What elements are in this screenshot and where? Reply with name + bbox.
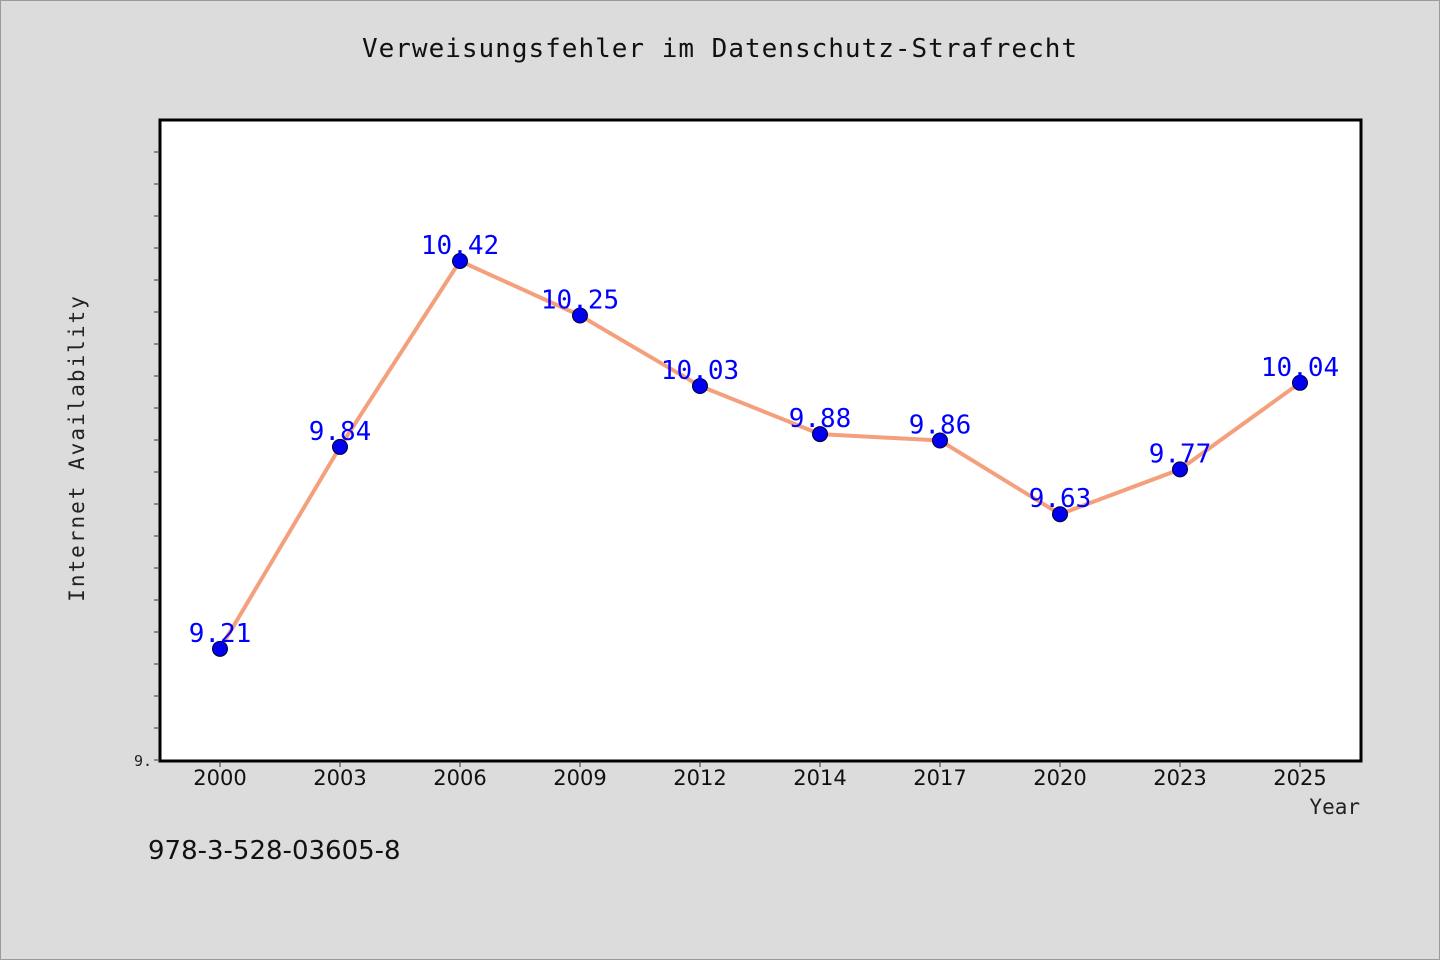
y-axis-ticks — [154, 151, 160, 761]
data-label: 9.84 — [309, 417, 372, 447]
data-point — [572, 307, 588, 324]
data-markers — [212, 253, 1308, 657]
x-axis-label: Year — [1309, 795, 1360, 819]
data-label: 9.86 — [909, 411, 972, 441]
data-label: 10.25 — [541, 286, 619, 316]
x-tick-label: 2020 — [1033, 766, 1086, 790]
isbn-text: 978-3-528-03605-8 — [148, 836, 401, 866]
x-tick-label: 2023 — [1153, 766, 1206, 790]
data-label: 9.77 — [1149, 439, 1212, 469]
chart-title: Verweisungsfehler im Datenschutz-Strafre… — [361, 34, 1079, 64]
data-label: 10.03 — [661, 356, 739, 386]
data-point — [812, 426, 828, 443]
x-tick-label: 2014 — [793, 766, 846, 790]
data-point — [452, 253, 468, 270]
x-tick-label: 2003 — [313, 766, 366, 790]
x-tick-label: 2006 — [433, 766, 486, 790]
data-label: 10.04 — [1261, 353, 1339, 383]
x-axis: 2000 2003 2006 2009 2012 2014 2017 2020 2023 2025 — [193, 761, 1327, 790]
data-point — [1292, 374, 1308, 391]
series-line — [218, 259, 1302, 650]
data-point — [332, 438, 348, 455]
data-label: 9.63 — [1029, 484, 1092, 514]
data-point — [1172, 461, 1188, 478]
data-labels: 9.21 9.84 10.42 10.25 10.03 9.88 9.86 9.63 9.77 1… — [189, 231, 1339, 649]
x-tick-label: 2012 — [673, 766, 726, 790]
data-point — [212, 640, 228, 657]
data-point — [932, 432, 948, 449]
x-tick-label: 2000 — [193, 766, 246, 790]
x-tick-label: 2025 — [1273, 766, 1326, 790]
x-tick-label: 2009 — [553, 766, 606, 790]
data-point — [1052, 506, 1068, 523]
data-point — [692, 378, 708, 395]
data-label: 9.88 — [789, 404, 852, 434]
y-tick-label: 9. — [134, 752, 152, 770]
x-tick-label: 2017 — [913, 766, 966, 790]
plot-area — [158, 118, 1363, 763]
data-label: 10.42 — [421, 231, 499, 261]
data-label: 9.21 — [189, 619, 252, 649]
